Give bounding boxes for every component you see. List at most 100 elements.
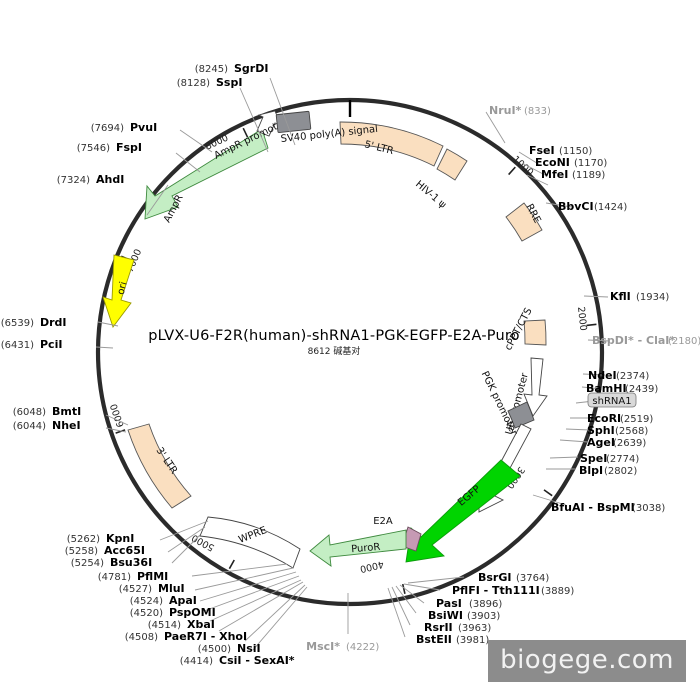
site-label-kfli[interactable]: KflI (1934) bbox=[610, 290, 669, 303]
site-name-econi: EcoNI bbox=[535, 156, 570, 169]
site-label-xbai[interactable]: (4514) XbaI bbox=[148, 618, 215, 631]
site-pos-nsii: (4500) bbox=[198, 644, 231, 655]
site-name-nsii: NsiI bbox=[237, 642, 261, 655]
site-label-apai[interactable]: (4524) ApaI bbox=[130, 594, 197, 607]
site-label-msci[interactable]: MscI* (4222) bbox=[306, 640, 379, 653]
feature-puror: PuroR bbox=[309, 529, 407, 567]
site-pos-spei: (2774) bbox=[606, 454, 639, 465]
site-label-rsrii[interactable]: RsrII (3963) bbox=[424, 621, 491, 634]
site-label-paer7i-xhoi[interactable]: (4508) PaeR7I - XhoI bbox=[125, 630, 247, 643]
site-name-sgrdi: SgrDI bbox=[234, 62, 268, 75]
site-label-pcii[interactable]: (6431) PciI bbox=[1, 338, 63, 351]
site-name-pflfi-tth111i: PflFI - Tth111I bbox=[452, 584, 540, 597]
site-pos-acc65i: (5258) bbox=[65, 546, 98, 557]
site-name-pflmi: PflMI bbox=[137, 570, 168, 583]
site-pos-csii-sexai: (4414) bbox=[180, 656, 213, 667]
site-pos-pasi: (3896) bbox=[469, 599, 502, 610]
site-pos-pcii: (6431) bbox=[1, 340, 34, 351]
site-label-bstei[interactable]: BstEII (3981) bbox=[416, 633, 489, 646]
site-pos-bsiwi: (3903) bbox=[467, 611, 500, 622]
site-name-pvui: PvuI bbox=[130, 121, 157, 134]
site-label-pspomi[interactable]: (4520) PspOMI bbox=[130, 606, 216, 619]
feature-ori: ori bbox=[102, 254, 135, 328]
site-label-pflmi[interactable]: (4781) PflMI bbox=[98, 570, 169, 583]
site-label-sphi[interactable]: SphI (2568) bbox=[587, 424, 648, 437]
site-label-pasi[interactable]: PasI (3896) bbox=[436, 597, 502, 610]
site-label-pflfi-tth111i[interactable]: PflFI - Tth111I (3889) bbox=[452, 584, 574, 597]
site-label-nhei[interactable]: (6044) NheI bbox=[13, 419, 81, 432]
site-pos-econi: (1170) bbox=[574, 158, 607, 169]
site-label-sspi[interactable]: (8128) SspI bbox=[177, 76, 243, 89]
site-pos-kfli: (1934) bbox=[636, 292, 669, 303]
site-pos-sphi: (2568) bbox=[615, 426, 648, 437]
site-name-bmti: BmtI bbox=[52, 405, 81, 418]
site-name-ecori: EcoRI bbox=[587, 412, 621, 425]
site-label-mlui[interactable]: (4527) MluI bbox=[119, 582, 185, 595]
site-label-fspi[interactable]: (7546) FspI bbox=[77, 141, 142, 154]
site-label-blpi[interactable]: BlpI (2802) bbox=[579, 464, 637, 477]
site-pos-ahdi: (7324) bbox=[57, 175, 90, 186]
site-name-rsrii: RsrII bbox=[424, 621, 453, 634]
site-label-kpni[interactable]: (5262) KpnI bbox=[67, 532, 135, 545]
site-name-fsei: FseI bbox=[529, 144, 555, 157]
site-label-bbvci[interactable]: BbvCI (1424) bbox=[558, 200, 627, 213]
leader-lines bbox=[95, 77, 611, 651]
site-name-bspdi-clai: BspDI* - ClaI* bbox=[592, 334, 675, 347]
site-name-kfli: KflI bbox=[610, 290, 631, 303]
site-label-bmti[interactable]: (6048) BmtI bbox=[13, 405, 81, 418]
site-label-bamhi[interactable]: BamHI (2439) bbox=[586, 382, 658, 395]
site-label-fsei[interactable]: FseI (1150) bbox=[529, 144, 592, 157]
site-label-ndei[interactable]: NdeI (2374) bbox=[588, 369, 649, 382]
watermark-biogege: biogege.com bbox=[488, 640, 686, 682]
site-label-bsrgi[interactable]: BsrGI (3764) bbox=[478, 571, 549, 584]
site-name-bsiwi: BsiWI bbox=[428, 609, 463, 622]
feature-label-e2a: E2A bbox=[373, 516, 393, 527]
site-label-nsii[interactable]: (4500) NsiI bbox=[198, 642, 261, 655]
site-pos-bamhi: (2439) bbox=[625, 384, 658, 395]
site-label-ecori[interactable]: EcoRI (2519) bbox=[587, 412, 653, 425]
site-name-csii-sexai: CsiI - SexAI* bbox=[219, 654, 295, 667]
site-pos-pflmi: (4781) bbox=[98, 572, 131, 583]
tick-label-2000: 2000 bbox=[575, 306, 588, 331]
site-name-pasi: PasI bbox=[436, 597, 462, 610]
site-pos-bstei: (3981) bbox=[456, 635, 489, 646]
site-label-agei[interactable]: AgeI (2639) bbox=[587, 436, 646, 449]
site-name-mfei: MfeI bbox=[541, 168, 568, 181]
site-name-bstei: BstEII bbox=[416, 633, 452, 646]
site-label-econi[interactable]: EcoNI (1170) bbox=[535, 156, 607, 169]
site-label-sgrdi[interactable]: (8245) SgrDI bbox=[195, 62, 269, 75]
site-label-spei[interactable]: SpeI (2774) bbox=[580, 452, 639, 465]
site-name-bamhi: BamHI bbox=[586, 382, 627, 395]
site-pos-fsei: (1150) bbox=[559, 146, 592, 157]
site-label-pvui[interactable]: (7694) PvuI bbox=[91, 121, 157, 134]
site-pos-bsu36i: (5254) bbox=[71, 558, 104, 569]
site-label-nrui[interactable]: NruI* (833) bbox=[489, 104, 551, 117]
site-name-nrui: NruI* bbox=[489, 104, 522, 117]
site-name-ndei: NdeI bbox=[588, 369, 617, 382]
site-pos-pflfi-tth111i: (3889) bbox=[541, 586, 574, 597]
site-name-mlui: MluI bbox=[158, 582, 185, 595]
site-pos-apai: (4524) bbox=[130, 596, 163, 607]
site-label-acc65i[interactable]: (5258) Acc65I bbox=[65, 544, 145, 557]
site-name-spei: SpeI bbox=[580, 452, 607, 465]
site-label-bsu36i[interactable]: (5254) Bsu36I bbox=[71, 556, 152, 569]
site-label-drdi[interactable]: (6539) DrdI bbox=[1, 316, 67, 329]
site-pos-sspi: (8128) bbox=[177, 78, 210, 89]
site-label-bfuai-bspmi[interactable]: BfuAI - BspMI (3038) bbox=[551, 501, 665, 514]
site-name-acc65i: Acc65I bbox=[104, 544, 145, 557]
site-pos-nhei: (6044) bbox=[13, 421, 46, 432]
site-pos-bsrgi: (3764) bbox=[516, 573, 549, 584]
site-label-bsiwi[interactable]: BsiWI (3903) bbox=[428, 609, 500, 622]
site-label-bspdi-clai[interactable]: BspDI* - ClaI* (2180) bbox=[592, 334, 700, 347]
site-label-mfei[interactable]: MfeI (1189) bbox=[541, 168, 605, 181]
site-name-blpi: BlpI bbox=[579, 464, 603, 477]
site-name-paer7i-xhoi: PaeR7I - XhoI bbox=[164, 630, 247, 643]
site-name-bbvci: BbvCI bbox=[558, 200, 594, 213]
site-label-csii-sexai[interactable]: (4414) CsiI - SexAI* bbox=[180, 654, 295, 667]
feature-shrna1 bbox=[507, 401, 535, 429]
callout-label-shrna1: shRNA1 bbox=[592, 396, 631, 407]
site-name-sphi: SphI bbox=[587, 424, 615, 437]
site-label-ahdi[interactable]: (7324) AhdI bbox=[57, 173, 125, 186]
site-pos-fspi: (7546) bbox=[77, 143, 110, 154]
